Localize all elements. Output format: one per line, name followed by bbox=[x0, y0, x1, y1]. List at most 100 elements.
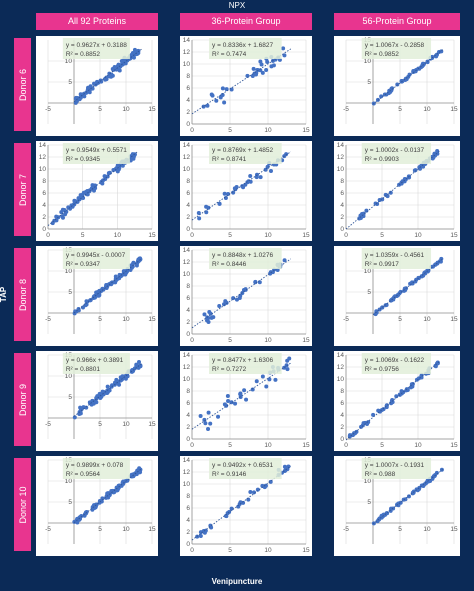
equation-box bbox=[209, 353, 282, 374]
data-point bbox=[92, 506, 97, 511]
npx-label: NPX bbox=[228, 1, 246, 10]
data-point bbox=[206, 427, 211, 432]
scatter-plot: 0 5 10 15 0 2 4 6 8 10 12 14 y = 0.8336x + 1.6827 R² … bbox=[183, 37, 310, 134]
data-point bbox=[282, 258, 287, 263]
data-point bbox=[220, 86, 225, 91]
y-tick-label: 4 bbox=[186, 412, 190, 419]
y-tick-label: 0 bbox=[42, 226, 46, 233]
r-squared-label: R² = 0.9852 bbox=[365, 51, 400, 58]
y-tick-label: 10 bbox=[364, 478, 372, 485]
data-point bbox=[282, 464, 287, 469]
x-tick-label: 10 bbox=[114, 232, 122, 239]
data-point bbox=[94, 396, 99, 401]
column-header-36-group: 36-Protein Group bbox=[180, 13, 312, 30]
data-point bbox=[244, 397, 249, 402]
y-tick-label: 2 bbox=[186, 214, 190, 221]
y-tick-label: 2 bbox=[186, 529, 190, 536]
x-tick-label: 5 bbox=[398, 316, 402, 323]
y-tick-label: 6 bbox=[340, 400, 344, 407]
y-tick-label: 10 bbox=[183, 271, 191, 278]
equation-label: y = 1.0069x - 0.1622 bbox=[365, 357, 425, 364]
x-tick-label: 0 bbox=[46, 232, 50, 239]
data-point bbox=[119, 59, 124, 64]
data-point bbox=[115, 169, 120, 174]
x-tick-label: 15 bbox=[302, 232, 310, 239]
data-point bbox=[197, 216, 202, 221]
equation-box bbox=[209, 143, 282, 164]
data-point bbox=[198, 413, 203, 418]
x-tick-label: 10 bbox=[264, 127, 272, 134]
scatter-panel: 0 5 10 15 0 2 4 6 8 10 12 14 y = 0.8848x + 1.0276 R² … bbox=[180, 246, 312, 346]
equation-label: y = 0.9549x + 0.5571 bbox=[66, 147, 127, 154]
data-point bbox=[72, 311, 77, 316]
y-tick-label: 10 bbox=[65, 268, 73, 275]
x-tick-label: 15 bbox=[450, 106, 458, 113]
x-tick-label: 10 bbox=[414, 232, 422, 239]
y-tick-label: 10 bbox=[183, 166, 191, 173]
data-point bbox=[229, 506, 234, 511]
r-squared-label: R² = 0.8446 bbox=[212, 261, 247, 268]
data-point bbox=[60, 207, 65, 212]
trendline bbox=[345, 361, 440, 441]
data-point bbox=[385, 194, 390, 199]
y-tick-label: 6 bbox=[340, 190, 344, 197]
data-point bbox=[130, 261, 135, 266]
data-point bbox=[98, 396, 103, 401]
data-point bbox=[79, 406, 84, 411]
data-point bbox=[78, 95, 83, 100]
data-point bbox=[248, 174, 253, 179]
x-tick-label: 15 bbox=[450, 232, 458, 239]
data-point bbox=[404, 77, 409, 82]
x-tick-label: 5 bbox=[98, 106, 102, 113]
tap-axis-label: TAP bbox=[0, 286, 9, 303]
y-tick-label: 12 bbox=[183, 49, 191, 56]
scatter-plot: -5 5 10 15 5 10 y = 0.9627x + 0.3188 R² = 0.885… bbox=[45, 38, 156, 124]
equation-box bbox=[209, 248, 282, 269]
data-point bbox=[222, 191, 227, 196]
equation-box bbox=[62, 143, 130, 164]
equation-box bbox=[62, 458, 130, 479]
data-point bbox=[260, 70, 265, 75]
y-tick-label: 4 bbox=[186, 307, 190, 314]
data-point bbox=[210, 93, 215, 98]
x-tick-label: 5 bbox=[380, 442, 384, 449]
data-point bbox=[238, 391, 243, 396]
trendline bbox=[73, 48, 142, 103]
x-tick-label: -5 bbox=[343, 106, 349, 113]
x-tick-label: 15 bbox=[148, 421, 156, 428]
data-point bbox=[205, 103, 210, 108]
r-squared-label: R² = 0.7474 bbox=[212, 51, 247, 58]
y-tick-label: 10 bbox=[65, 373, 73, 380]
y-tick-label: 8 bbox=[186, 178, 190, 185]
data-point bbox=[260, 374, 265, 379]
scatter-panel: 0 5 10 15 0 2 4 6 8 10 12 14 y = 0.8477x + 1.6306 R² … bbox=[180, 351, 312, 451]
y-tick-label: 12 bbox=[183, 259, 191, 266]
trendline bbox=[372, 258, 444, 316]
column-header-all-92: All 92 Proteins bbox=[36, 13, 158, 30]
data-point bbox=[233, 401, 238, 406]
scatter-plot: 0 5 10 15 0 2 4 6 8 10 12 14 y = 1.0069x - 0.1622 R² … bbox=[337, 352, 458, 449]
x-tick-label: 10 bbox=[423, 316, 431, 323]
y-tick-label: 10 bbox=[39, 166, 47, 173]
scatter-panel: 0 5 10 15 0 2 4 6 8 10 12 14 y = 0.8769x + 1.4852 R² … bbox=[180, 141, 312, 241]
y-tick-label: 0 bbox=[186, 226, 190, 233]
data-point bbox=[211, 315, 216, 320]
data-point bbox=[242, 388, 247, 393]
x-tick-label: 10 bbox=[264, 337, 272, 344]
data-point bbox=[250, 387, 255, 392]
equation-box bbox=[361, 353, 432, 374]
y-tick-label: 14 bbox=[183, 352, 191, 359]
data-point bbox=[202, 312, 207, 317]
y-tick-label: 6 bbox=[42, 190, 46, 197]
data-point bbox=[94, 400, 99, 405]
equation-label: y = 1.0002x - 0.0137 bbox=[365, 147, 425, 154]
data-point bbox=[366, 420, 371, 425]
x-tick-label: 0 bbox=[190, 337, 194, 344]
data-point bbox=[99, 79, 104, 84]
data-point bbox=[246, 179, 251, 184]
